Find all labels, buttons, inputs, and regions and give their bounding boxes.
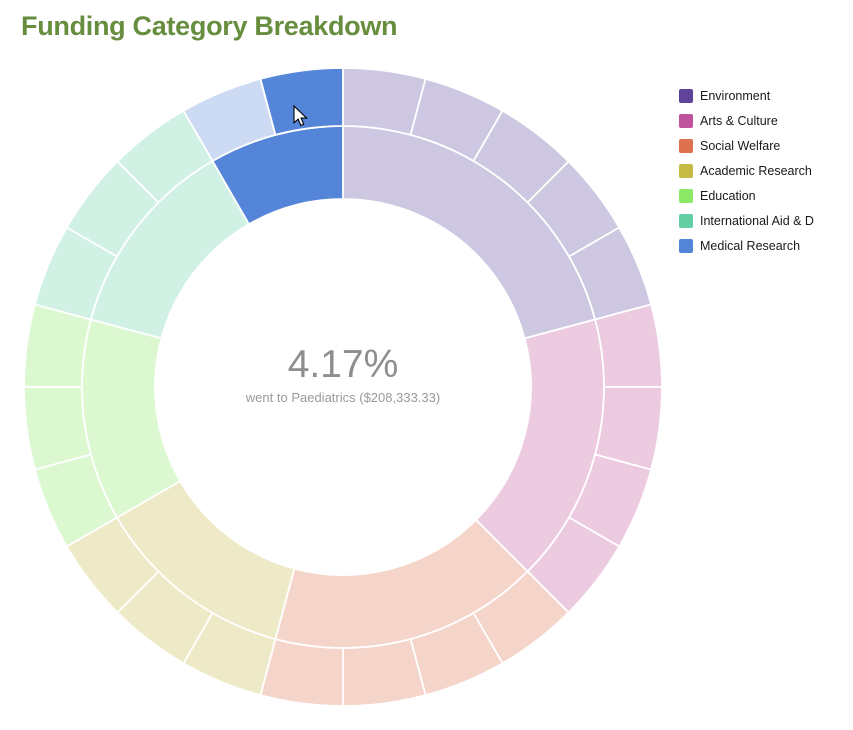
legend-item-academic-research[interactable]: Academic Research	[679, 164, 814, 178]
outer-segment-social-welfare-3[interactable]	[342, 638, 427, 707]
outer-segment-arts-culture-1[interactable]	[594, 303, 663, 388]
legend-label: International Aid & D	[700, 213, 814, 228]
legend-label: Environment	[700, 88, 771, 103]
international-aid-d-swatch-icon	[679, 214, 693, 228]
environment-swatch-icon	[679, 89, 693, 103]
academic-research-swatch-icon	[679, 164, 693, 178]
mouse-cursor-icon	[293, 104, 308, 127]
social-welfare-swatch-icon	[679, 139, 693, 153]
education-swatch-icon	[679, 189, 693, 203]
outer-segment-education-2[interactable]	[23, 386, 92, 471]
legend-item-medical-research[interactable]: Medical Research	[679, 239, 814, 253]
outer-segment-medical-research-2-paediatrics-highlighted[interactable]	[259, 67, 344, 136]
legend: Environment Arts & Culture Social Welfare A…	[679, 89, 814, 253]
legend-item-international-aid-d[interactable]: International Aid & D	[679, 214, 814, 228]
medical-research-swatch-icon	[679, 239, 693, 253]
legend-label: Medical Research	[700, 238, 801, 253]
legend-item-social-welfare[interactable]: Social Welfare	[679, 139, 814, 153]
legend-label: Academic Research	[700, 163, 812, 178]
legend-label: Education	[700, 188, 756, 203]
legend-label: Social Welfare	[700, 138, 781, 153]
legend-item-education[interactable]: Education	[679, 189, 814, 203]
page-title: Funding Category Breakdown	[21, 11, 398, 41]
legend-item-arts-culture[interactable]: Arts & Culture	[679, 114, 814, 128]
legend-label: Arts & Culture	[700, 113, 778, 128]
legend-item-environment[interactable]: Environment	[679, 89, 814, 103]
arts-culture-swatch-icon	[679, 114, 693, 128]
